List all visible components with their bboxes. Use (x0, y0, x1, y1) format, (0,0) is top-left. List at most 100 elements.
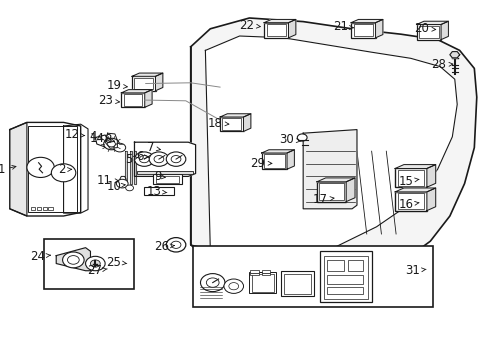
Bar (220, 117, 243, 131)
Polygon shape (121, 90, 152, 93)
Circle shape (139, 156, 149, 163)
Bar (326, 260, 343, 271)
Bar (132, 76, 155, 91)
Bar (394, 192, 426, 211)
Circle shape (134, 152, 154, 166)
Text: 26: 26 (153, 240, 174, 253)
Circle shape (67, 256, 79, 264)
Polygon shape (350, 19, 382, 23)
Bar (353, 24, 372, 36)
Bar (347, 260, 362, 271)
Text: 10: 10 (106, 180, 125, 193)
Circle shape (297, 134, 306, 141)
Circle shape (114, 143, 125, 152)
Polygon shape (129, 151, 131, 184)
Text: 31: 31 (405, 264, 425, 277)
Circle shape (103, 138, 119, 150)
Text: 29: 29 (249, 157, 271, 170)
Text: 14: 14 (90, 132, 111, 145)
Circle shape (116, 179, 128, 188)
Text: 8: 8 (104, 133, 114, 146)
Polygon shape (134, 151, 136, 184)
Circle shape (149, 152, 168, 166)
Text: 19: 19 (106, 79, 127, 92)
Text: 13: 13 (146, 185, 166, 198)
Text: 30: 30 (279, 133, 300, 146)
Bar (261, 153, 286, 169)
Circle shape (166, 152, 185, 166)
Bar (37, 207, 41, 210)
Polygon shape (243, 114, 250, 131)
Bar (123, 94, 142, 106)
Bar (137, 171, 193, 174)
Text: 21: 21 (332, 20, 353, 33)
Bar (250, 273, 259, 275)
Text: 7: 7 (146, 141, 160, 154)
Bar (350, 23, 375, 38)
Circle shape (171, 156, 181, 163)
Polygon shape (132, 73, 163, 76)
Bar (261, 273, 270, 275)
Bar (264, 154, 284, 168)
Text: 28: 28 (430, 58, 452, 71)
Polygon shape (105, 133, 117, 148)
Text: 11: 11 (96, 174, 119, 186)
Text: 18: 18 (207, 117, 228, 130)
Circle shape (224, 279, 243, 293)
Polygon shape (264, 19, 295, 23)
Polygon shape (286, 150, 294, 169)
Bar (144, 187, 173, 195)
Polygon shape (63, 124, 88, 213)
Text: 6: 6 (136, 150, 148, 163)
Circle shape (206, 278, 219, 287)
Bar (281, 271, 314, 296)
Text: 4: 4 (89, 130, 102, 143)
Circle shape (51, 164, 76, 182)
Bar (320, 251, 371, 302)
Bar (397, 170, 424, 186)
Bar (326, 275, 362, 284)
Bar (316, 182, 346, 202)
Circle shape (125, 185, 133, 191)
Bar (323, 256, 367, 299)
Text: 9: 9 (154, 170, 165, 183)
Polygon shape (346, 178, 354, 202)
Text: 2: 2 (59, 163, 72, 176)
Polygon shape (205, 36, 456, 264)
Bar (44, 239, 134, 289)
Bar (416, 24, 440, 40)
Polygon shape (134, 142, 195, 176)
Circle shape (27, 157, 54, 177)
Bar (42, 207, 47, 210)
Circle shape (62, 252, 84, 268)
Polygon shape (220, 114, 250, 117)
Polygon shape (124, 151, 127, 184)
Bar (153, 174, 182, 184)
Circle shape (107, 141, 115, 147)
Circle shape (200, 274, 224, 292)
Text: 16: 16 (397, 198, 418, 211)
Circle shape (85, 256, 105, 271)
Polygon shape (56, 248, 90, 271)
Circle shape (154, 156, 163, 163)
Text: 20: 20 (414, 22, 435, 35)
Polygon shape (449, 51, 459, 58)
Polygon shape (261, 150, 294, 153)
Polygon shape (426, 188, 435, 211)
Polygon shape (10, 122, 27, 216)
Text: 22: 22 (239, 19, 260, 32)
Polygon shape (394, 188, 435, 192)
Bar (266, 24, 285, 36)
Circle shape (171, 241, 181, 248)
Polygon shape (316, 178, 354, 182)
Text: 23: 23 (99, 94, 120, 107)
Bar (249, 272, 276, 293)
Polygon shape (394, 165, 435, 168)
Bar (48, 207, 53, 210)
Bar (326, 287, 362, 294)
Bar (261, 270, 270, 273)
Bar (251, 274, 273, 292)
Bar (319, 183, 343, 200)
Polygon shape (155, 73, 163, 91)
Polygon shape (144, 90, 152, 107)
